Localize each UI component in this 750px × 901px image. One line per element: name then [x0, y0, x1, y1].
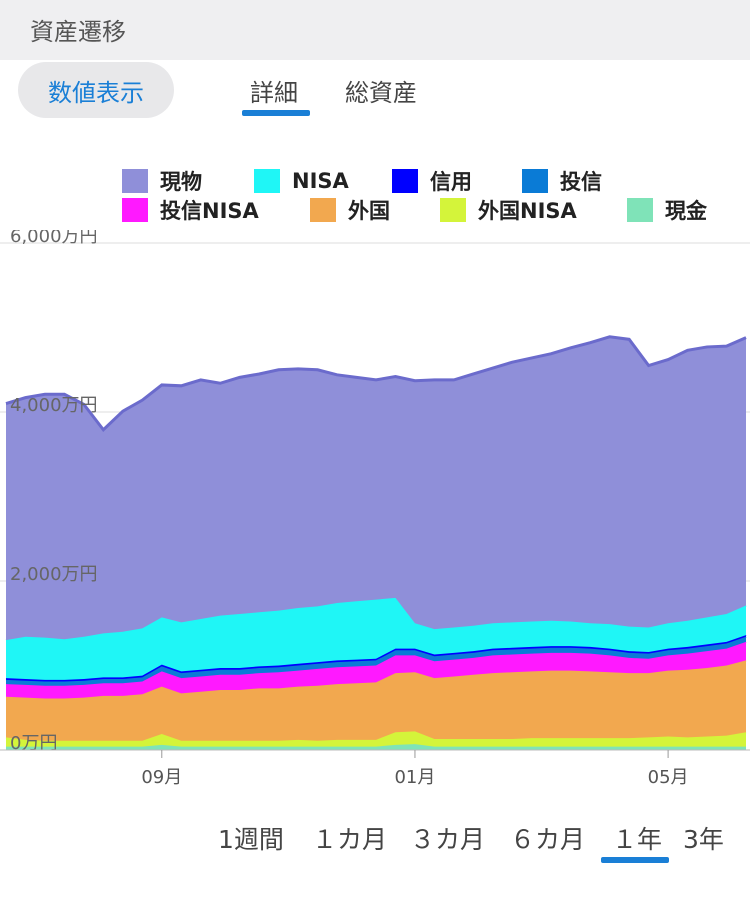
y-tick-label: 6,000万円: [10, 230, 98, 247]
y-tick-label: 2,000万円: [10, 564, 98, 585]
y-tick-label: 4,000万円: [10, 395, 98, 416]
range-3-years[interactable]: 3年: [683, 825, 724, 854]
tab-detail[interactable]: 詳細: [250, 79, 298, 107]
y-tick-label: 0万円: [10, 733, 57, 754]
area-series-投信NISA: [6, 641, 746, 699]
page-header: 資産遷移: [0, 0, 750, 60]
area-series-NISA: [6, 597, 746, 680]
legend-swatch: [122, 198, 148, 222]
range-1-month[interactable]: １カ月: [312, 825, 388, 854]
legend-item: 外国NISA: [440, 197, 577, 223]
line-series-現物: [5, 335, 747, 432]
legend-swatch: [254, 169, 280, 193]
page-title: 資産遷移: [30, 18, 126, 46]
legend-label: 現物: [160, 170, 202, 194]
legend-swatch: [440, 198, 466, 222]
area-series-現物: [6, 336, 746, 641]
legend-swatch: [627, 198, 653, 222]
numeric-display-button[interactable]: 数値表示: [18, 62, 174, 118]
legend-label: NISA: [292, 169, 349, 193]
legend-swatch: [522, 169, 548, 193]
legend-item: 外国: [310, 197, 390, 223]
legend-item: 投信NISA: [122, 197, 259, 223]
legend-label: 信用: [430, 170, 472, 194]
area-series-外国: [6, 660, 746, 741]
area-series-外国NISA: [6, 731, 746, 747]
legend-item: 現物: [122, 168, 202, 194]
range-1-week[interactable]: 1週間: [218, 825, 284, 854]
range-1-year[interactable]: １年: [612, 825, 663, 854]
legend-label: 現金: [665, 199, 707, 223]
legend-label: 外国NISA: [478, 199, 577, 223]
legend-item: NISA: [254, 168, 349, 194]
range-6-months[interactable]: ６カ月: [510, 825, 586, 854]
x-tick-label: 05月: [648, 767, 689, 788]
x-tick-label: 01月: [394, 767, 435, 788]
legend-swatch: [310, 198, 336, 222]
tab-total-assets[interactable]: 総資産: [345, 79, 417, 107]
legend-label: 投信NISA: [160, 199, 259, 223]
stacked-area-chart: 0万円 2,000万円 4,000万円 6,000万円 09月 01月 05月: [0, 230, 750, 788]
x-tick-label: 09月: [141, 767, 182, 788]
legend-item: 現金: [627, 197, 707, 223]
legend-item: 信用: [392, 168, 472, 194]
legend-label: 外国: [348, 199, 390, 223]
legend-item: 投信: [522, 168, 602, 194]
range-3-months[interactable]: ３カ月: [410, 825, 486, 854]
legend-label: 投信: [560, 170, 602, 194]
legend-swatch: [392, 169, 418, 193]
legend-swatch: [122, 169, 148, 193]
tab-active-indicator: [242, 110, 310, 116]
range-active-indicator: [601, 857, 669, 863]
